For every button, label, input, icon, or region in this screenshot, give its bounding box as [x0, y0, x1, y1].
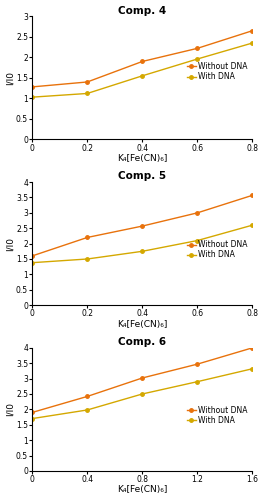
- Title: Comp. 5: Comp. 5: [118, 172, 166, 181]
- With DNA: [86, 407, 89, 413]
- With DNA: [31, 260, 34, 266]
- Without DNA: [31, 253, 34, 259]
- With DNA: [251, 222, 254, 228]
- With DNA: [141, 73, 144, 79]
- With DNA: [196, 238, 199, 244]
- Without DNA: [86, 79, 89, 85]
- With DNA: [196, 378, 199, 384]
- Title: Comp. 4: Comp. 4: [118, 6, 167, 16]
- X-axis label: K₄[Fe(CN)₆]: K₄[Fe(CN)₆]: [117, 486, 168, 494]
- Line: With DNA: With DNA: [31, 367, 254, 420]
- Without DNA: [141, 58, 144, 64]
- X-axis label: K₄[Fe(CN)₆]: K₄[Fe(CN)₆]: [117, 320, 168, 328]
- Without DNA: [141, 375, 144, 381]
- Line: With DNA: With DNA: [31, 42, 254, 99]
- With DNA: [141, 391, 144, 397]
- With DNA: [31, 94, 34, 100]
- Without DNA: [141, 223, 144, 229]
- Without DNA: [86, 394, 89, 400]
- Without DNA: [31, 410, 34, 416]
- Y-axis label: I/I0: I/I0: [6, 236, 15, 250]
- Legend: Without DNA, With DNA: Without DNA, With DNA: [186, 405, 249, 426]
- With DNA: [251, 366, 254, 372]
- Without DNA: [86, 234, 89, 240]
- Line: Without DNA: Without DNA: [31, 346, 254, 414]
- Line: Without DNA: Without DNA: [31, 29, 254, 88]
- With DNA: [251, 40, 254, 46]
- Without DNA: [31, 84, 34, 90]
- Without DNA: [251, 192, 254, 198]
- Without DNA: [196, 361, 199, 367]
- Legend: Without DNA, With DNA: Without DNA, With DNA: [186, 62, 249, 82]
- With DNA: [141, 248, 144, 254]
- With DNA: [86, 256, 89, 262]
- Line: With DNA: With DNA: [31, 224, 254, 264]
- Title: Comp. 6: Comp. 6: [118, 337, 166, 347]
- Y-axis label: I/I0: I/I0: [6, 71, 15, 85]
- With DNA: [196, 56, 199, 62]
- Legend: Without DNA, With DNA: Without DNA, With DNA: [186, 240, 249, 260]
- Without DNA: [251, 28, 254, 34]
- Without DNA: [196, 46, 199, 52]
- Line: Without DNA: Without DNA: [31, 194, 254, 258]
- Without DNA: [251, 345, 254, 351]
- Without DNA: [196, 210, 199, 216]
- X-axis label: K₄[Fe(CN)₆]: K₄[Fe(CN)₆]: [117, 154, 168, 163]
- Y-axis label: I/I0: I/I0: [6, 402, 15, 416]
- With DNA: [86, 90, 89, 96]
- With DNA: [31, 416, 34, 422]
